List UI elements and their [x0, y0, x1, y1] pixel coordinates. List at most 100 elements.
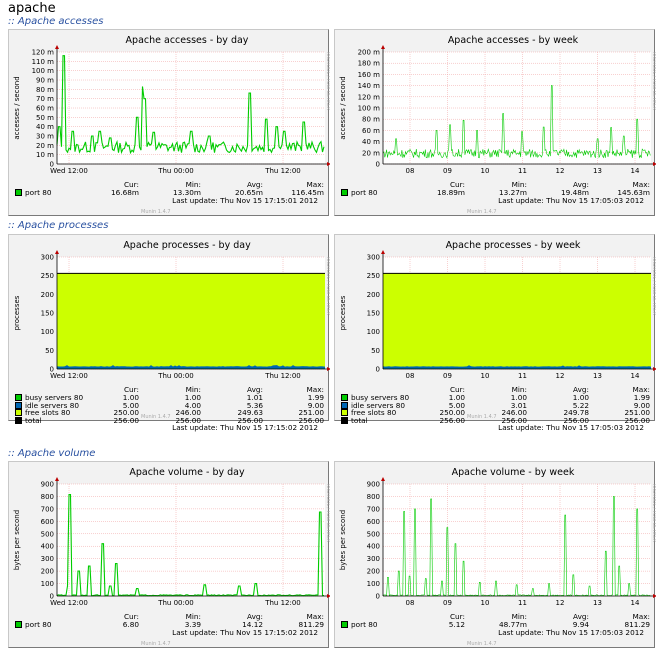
y-axis-label: processes: [339, 295, 347, 330]
y-tick-label: 300: [41, 555, 54, 563]
x-tick-label: 11: [518, 372, 527, 380]
legend-value-max: 1.99: [307, 393, 324, 402]
y-tick-label: 500: [367, 530, 380, 538]
legend-column-header: Cur:: [449, 180, 465, 189]
legend-row: busy servers 80: [341, 393, 409, 402]
legend-series-name: port 80: [25, 188, 52, 197]
y-axis-arrow: [381, 45, 385, 49]
legend-value-min: 246.00: [175, 408, 201, 417]
legend-column-header: Avg:: [573, 180, 589, 189]
x-tick-label: Thu 12:00: [264, 599, 301, 607]
legend-value-max: 811.29: [624, 620, 650, 629]
legend-column-header: Max:: [632, 385, 650, 394]
section-title-volume[interactable]: :: Apache volume: [8, 448, 96, 459]
series-line-port-80: [56, 494, 325, 597]
chart-title: Apache volume - by week: [452, 467, 575, 478]
last-update-text: Last update: Thu Nov 15 17:05:03 2012: [498, 423, 644, 432]
graph-processes-day[interactable]: Apache processes - by day RRDTOOL / TOBI …: [8, 234, 330, 432]
legend-column-header: Cur:: [123, 385, 139, 394]
legend-column-header: Cur:: [449, 385, 465, 394]
munin-version-stamp: Munin 1.4.7: [141, 209, 171, 215]
legend-series-name: free slots 80: [351, 408, 397, 417]
y-tick-label: 250: [41, 272, 54, 280]
legend-value-avg: 256.00: [237, 415, 263, 425]
legend-swatch: [15, 394, 22, 401]
x-tick-label: 08: [406, 167, 415, 175]
legend-series-name: port 80: [25, 620, 52, 629]
rrdtool-label: RRDTOOL / TOBI OETIKER: [651, 52, 656, 110]
y-tick-label: 30 m: [36, 133, 54, 141]
y-tick-label: 60 m: [36, 105, 54, 113]
y-tick-label: 300: [367, 254, 380, 262]
graph-processes-week[interactable]: Apache processes - by week RRDTOOL / TOBI…: [334, 234, 656, 432]
legend-value-max: 116.45m: [291, 188, 324, 197]
y-tick-label: 50: [45, 347, 54, 355]
y-tick-label: 300: [367, 555, 380, 563]
legend-swatch: [15, 416, 22, 424]
y-tick-label: 20 m: [36, 142, 54, 150]
y-axis-label: bytes per second: [339, 510, 347, 570]
x-tick-label: 10: [481, 372, 490, 380]
legend-column-header: Min:: [511, 385, 527, 394]
last-update-text: Last update: Thu Nov 15 17:15:02 2012: [172, 423, 318, 432]
y-tick-label: 500: [41, 530, 54, 538]
section-title-processes[interactable]: :: Apache processes: [8, 220, 109, 231]
legend-column-header: Min:: [185, 180, 201, 189]
legend-value-max: 251.00: [298, 408, 324, 417]
y-tick-label: 120 m: [358, 93, 381, 101]
legend-value-cur: 250.00: [439, 408, 465, 417]
legend-value-cur: 18.89m: [437, 188, 465, 197]
x-tick-label: Wed 12:00: [50, 372, 88, 380]
legend-swatch: [15, 401, 22, 409]
legend-column-header: Min:: [511, 612, 527, 621]
legend-series-name: busy servers 80: [25, 393, 84, 402]
legend-value-max: 1.99: [633, 393, 650, 402]
legend-swatch: [341, 189, 348, 196]
chart-title: Apache accesses - by day: [126, 35, 249, 46]
legend-swatch: [341, 416, 348, 424]
x-tick-label: Wed 12:00: [50, 599, 88, 607]
graph-volume-day[interactable]: Apache volume - by day RRDTOOL / TOBI OET…: [8, 461, 330, 648]
last-update-text: Last update: Thu Nov 15 17:05:03 2012: [498, 195, 644, 205]
legend-value-avg: 19.48m: [561, 188, 589, 197]
legend-series-name: port 80: [351, 188, 378, 197]
legend-series-name: port 80: [351, 620, 378, 629]
chart-svg: Apache volume - by day RRDTOOL / TOBI OET…: [13, 467, 330, 607]
chart-svg: Apache accesses - by week RRDTOOL / TOBI …: [339, 35, 656, 175]
legend-swatch: [15, 621, 22, 628]
page-title: apache: [8, 1, 56, 16]
y-tick-label: 100 m: [358, 105, 381, 113]
graph-accesses-day[interactable]: Apache accesses - by day RRDTOOL / TOBI O…: [8, 29, 330, 216]
x-tick-label: 11: [518, 599, 527, 607]
legend-value-cur: 5.00: [122, 400, 139, 410]
legend-row: port 80: [341, 188, 378, 197]
legend-row: idle servers 80: [15, 401, 79, 410]
x-tick-label: 10: [481, 167, 490, 175]
x-tick-label: 14: [631, 372, 640, 380]
plot-area: [57, 484, 325, 596]
section-title-accesses[interactable]: :: Apache accesses: [8, 16, 104, 27]
y-tick-label: 100: [41, 328, 54, 336]
legend-value-avg: 1.01: [246, 393, 263, 402]
legend-value-avg: 249.63: [237, 408, 263, 417]
y-axis-label: accesses / second: [339, 76, 347, 139]
y-tick-label: 180 m: [358, 60, 381, 68]
legend-series-name: idle servers 80: [351, 400, 405, 410]
x-tick-label: Thu 00:00: [157, 372, 194, 380]
area-idle-servers: [383, 365, 651, 369]
x-tick-label: Thu 12:00: [264, 167, 301, 175]
y-axis-label: processes: [13, 295, 21, 330]
legend-value-max: 251.00: [624, 408, 650, 417]
graph-volume-week[interactable]: Apache volume - by week RRDTOOL / TOBI OE…: [334, 461, 656, 648]
legend-swatch: [341, 394, 348, 401]
y-axis-arrow: [55, 250, 59, 254]
y-tick-label: 200: [41, 568, 54, 576]
y-tick-label: 60 m: [362, 127, 380, 135]
legend-row: free slots 80: [341, 408, 396, 417]
graph-accesses-week[interactable]: Apache accesses - by week RRDTOOL / TOBI …: [334, 29, 656, 216]
legend-value-avg: 249.78: [563, 408, 589, 417]
legend-column-header: Cur:: [123, 180, 139, 189]
chart-title: Apache volume - by day: [129, 467, 245, 478]
y-tick-label: 40 m: [362, 138, 380, 146]
y-axis-label: bytes per second: [13, 510, 21, 570]
